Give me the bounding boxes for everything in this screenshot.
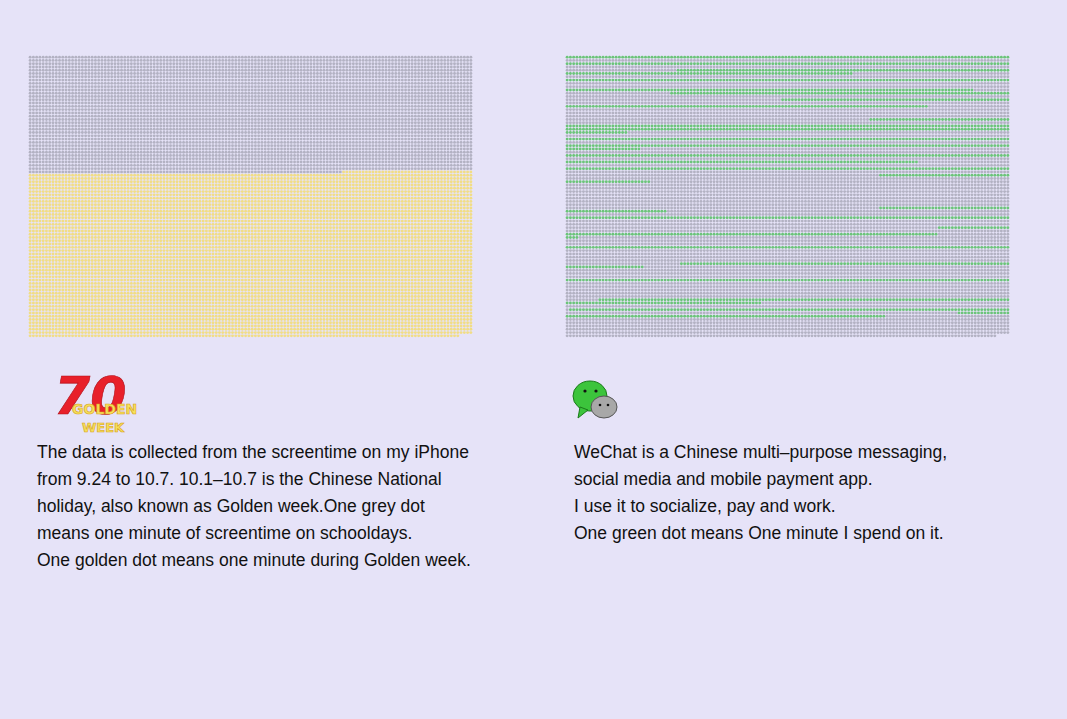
html-text:from 9.24 to 10.7. 10.1–10.7 i: from 9.24 to 10.7. 10.1–10.7 is the Chin… [37,469,442,489]
html-text:I use it to socialize, pay and: I use it to socialize, pay and work. [574,496,836,516]
html-text:holiday, also known as Golden: holiday, also known as Golden week.One g… [37,496,425,516]
html-text:One green dot means One minute: One green dot means One minute I spend o… [574,523,944,543]
html-text:The data is collected from the: The data is collected from the screentim… [37,442,469,462]
html-text:WeChat is a Chinese multi–purp: WeChat is a Chinese multi–purpose messag… [574,442,948,462]
svg-text:GOLDEN: GOLDEN [72,401,137,417]
svg-text:70: 70 [54,366,126,426]
html-text:means one minute of screentime: means one minute of screentime on school… [37,523,413,543]
html-text:social media and mobile paymen: social media and mobile payment app. [574,469,873,489]
svg-text:WEEK: WEEK [82,420,125,435]
html-text:One golden dot means one minut: One golden dot means one minute during G… [37,550,471,570]
